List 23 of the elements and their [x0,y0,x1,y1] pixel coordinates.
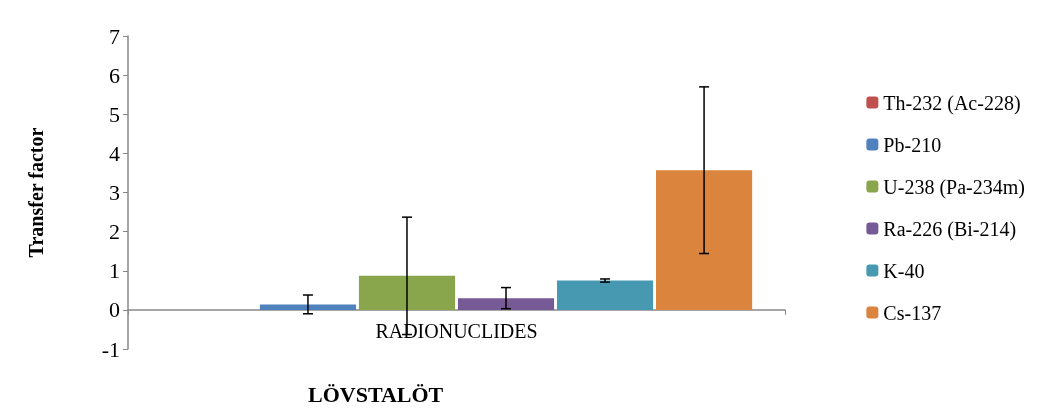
legend-label: Cs-137 [883,301,942,324]
bar [656,170,753,310]
bar [457,298,555,310]
x-axis-title: LÖVSTALÖT [308,381,444,407]
y-tick-label: 2 [109,219,120,245]
y-tick-label: 7 [109,23,120,49]
bar [556,280,654,310]
y-tick-label: 1 [109,258,120,284]
x-tick-label: RADIONUCLIDES [375,320,538,342]
y-tick-label: 3 [109,180,120,205]
y-tick-label: 6 [109,62,120,88]
y-tick-label: 0 [109,297,120,323]
legend-label: Pb-210 [883,133,942,156]
legend-label: Th-232 (Ac-228) [883,91,1021,115]
y-tick-label: 5 [109,101,120,127]
bar [259,304,357,310]
legend-label: U-238 (Pa-234m) [883,175,1025,199]
y-axis-title: Transfer factor [25,127,47,258]
y-tick-label: 4 [109,140,120,166]
y-tick-label: -1 [101,336,120,362]
legend-label: K-40 [883,259,925,282]
legend-label: Ra-226 (Bi-214) [883,217,1017,241]
bar [358,275,456,310]
